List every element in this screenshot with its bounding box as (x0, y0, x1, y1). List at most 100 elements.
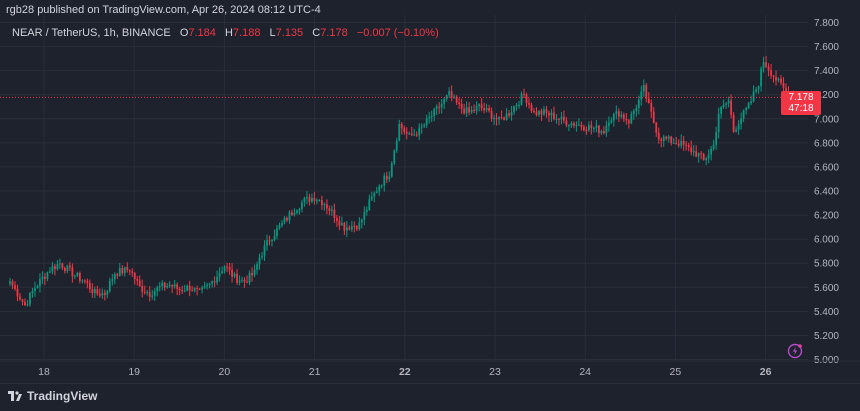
candle (627, 118, 630, 129)
candle (545, 105, 548, 118)
candle (118, 262, 121, 277)
candle (223, 265, 226, 274)
candle (143, 285, 146, 295)
candle (408, 131, 411, 135)
candle (602, 126, 605, 135)
symbol-name[interactable]: NEAR / TetherUS, 1h, BINANCE (12, 27, 171, 39)
candle (63, 266, 66, 274)
candle (540, 108, 543, 121)
candle (146, 289, 149, 296)
candle (440, 99, 443, 114)
open-value: 7.184 (188, 27, 216, 39)
candle (692, 144, 695, 157)
candle (316, 198, 318, 205)
candle (635, 104, 638, 117)
candle (91, 283, 94, 298)
candle (296, 209, 298, 215)
candle (700, 151, 703, 160)
candle (363, 206, 366, 226)
candle (236, 269, 238, 286)
candle (732, 112, 735, 133)
candle (645, 82, 648, 103)
candle (760, 66, 762, 92)
candle (298, 207, 301, 215)
high-label: H (224, 27, 233, 39)
candle (480, 98, 483, 112)
candle (705, 156, 708, 166)
candle (443, 97, 446, 109)
candle (595, 120, 598, 133)
candle (345, 221, 348, 238)
candle (148, 286, 151, 302)
tradingview-logo[interactable]: TradingView (8, 389, 97, 403)
price-axis[interactable]: 5.0005.2005.4005.6005.8006.0006.2006.400… (814, 18, 839, 366)
price-chart[interactable]: 5.0005.2005.4005.6005.8006.0006.2006.400… (0, 0, 860, 383)
candle (423, 123, 426, 129)
candle (637, 95, 640, 115)
candle (403, 125, 406, 135)
candle (410, 126, 413, 137)
candle (543, 106, 545, 117)
candle (198, 288, 201, 291)
candle (191, 285, 194, 292)
candle (762, 56, 765, 73)
candle (263, 240, 266, 261)
candle (66, 264, 69, 274)
candle (243, 277, 246, 288)
candle (360, 218, 363, 229)
candle (111, 273, 114, 286)
candle (131, 268, 134, 277)
candle (632, 108, 635, 120)
candle (301, 199, 303, 213)
candle (51, 261, 54, 275)
candle (188, 280, 191, 297)
candle (78, 271, 81, 284)
y-tick-label: 7.200 (814, 90, 839, 101)
candle (313, 191, 316, 205)
last-price-badge: 7.178 47:18 (781, 91, 821, 115)
candle (276, 224, 278, 240)
candle (587, 121, 590, 133)
candle (752, 85, 755, 103)
candle (61, 262, 64, 271)
candle (123, 266, 126, 277)
lightning-icon[interactable] (787, 343, 803, 359)
candle (660, 137, 663, 148)
candle (93, 286, 96, 299)
candle (662, 134, 665, 147)
candle (16, 284, 19, 302)
candle (370, 191, 373, 201)
grid-lines (0, 15, 808, 361)
candle (433, 107, 436, 122)
candle (350, 220, 353, 232)
candle (707, 149, 710, 164)
candle (770, 63, 772, 80)
brand-name: TradingView (27, 389, 98, 403)
candle (612, 112, 615, 127)
candle (485, 103, 488, 113)
candle (755, 86, 757, 94)
candle (395, 137, 398, 153)
last-price-value: 7.178 (788, 92, 814, 103)
candle (375, 186, 378, 194)
candle (96, 285, 99, 296)
candle (335, 215, 338, 227)
candle (31, 287, 34, 298)
candle (657, 127, 660, 144)
candle (291, 209, 293, 217)
time-axis[interactable]: 18 19 20 21 22 23 24 25 26 (0, 360, 860, 378)
candle (19, 292, 21, 301)
candle (126, 262, 129, 273)
candle (163, 281, 166, 291)
candle (533, 108, 535, 114)
candle (358, 217, 361, 231)
candle (73, 274, 76, 280)
candle (667, 135, 670, 143)
candle (128, 269, 131, 276)
candle (26, 300, 29, 307)
candle (560, 111, 563, 125)
candle (283, 215, 286, 225)
candle (498, 116, 500, 125)
candle (435, 104, 438, 116)
candle (538, 109, 540, 117)
